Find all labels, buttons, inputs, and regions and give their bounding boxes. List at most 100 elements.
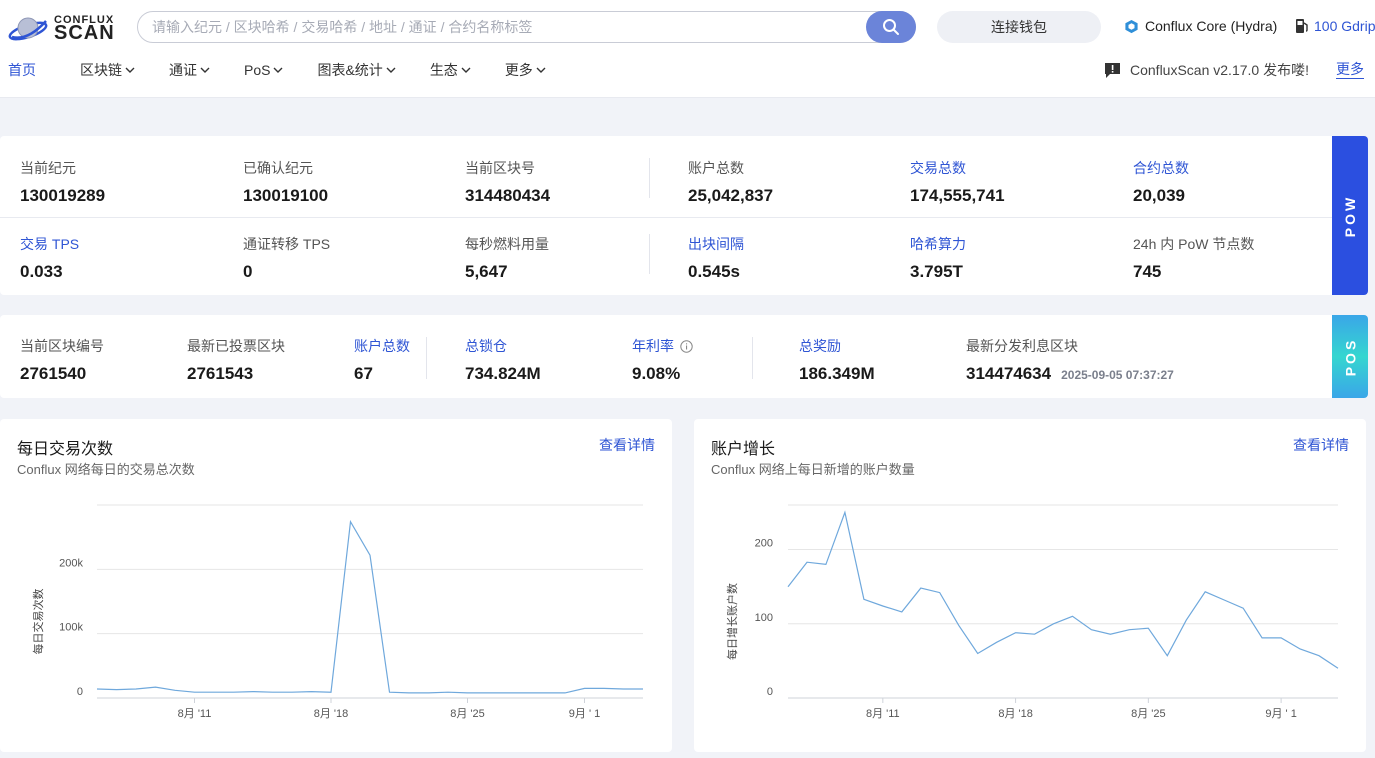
stat-hashrate[interactable]: 哈希算力 3.795T [910,234,966,282]
x-tick-label: 8月 '18 [998,708,1033,720]
account-growth-chart: 0 100 200 8月 '11 8月 '18 8月 '25 9月 ' 1 每日增长账户数 [725,504,1339,720]
stat-label-link[interactable]: 交易总数 [910,160,966,176]
stat-label: 每秒燃料用量 [465,236,549,252]
stat-pos-apy[interactable]: 年利率 9.08% [632,336,693,384]
nav-tokens-label: 通证 [169,62,197,78]
stat-pos-total-locked[interactable]: 总锁仓 734.824M [465,336,541,384]
stat-pos-latest-interest-block: 最新分发利息区块 314474634 2025-09-05 07:37:27 [966,336,1174,384]
search-button[interactable] [866,11,916,43]
stat-confirmed-epoch: 已确认纪元 130019100 [243,158,328,206]
stat-label-link[interactable]: 交易 TPS [20,236,80,252]
divider [426,337,427,379]
x-tick-label: 8月 '11 [178,708,212,720]
nav-blockchain-label: 区块链 [80,62,122,78]
network-label: Conflux Core (Hydra) [1145,18,1278,34]
pow-stats-panel: 当前纪元 130019289 已确认纪元 130019100 当前区块号 314… [0,136,1368,295]
stat-value: 2761543 [187,364,254,383]
nav-tokens[interactable]: 通证 [169,60,210,80]
message-icon [1105,62,1120,78]
stat-value: 314480434 [465,186,551,205]
gas-pump-icon [1296,19,1308,33]
notice-text: ConfluxScan v2.17.0 发布喽! [1130,62,1309,78]
apy-label: 年利率 [632,338,674,354]
pow-tab[interactable]: POW [1332,136,1368,295]
nav-pos[interactable]: PoS [244,62,283,78]
stat-value: 130019289 [20,186,106,205]
interest-block-number[interactable]: 314474634 [966,364,1052,383]
network-selector[interactable]: Conflux Core (Hydra) [1124,18,1277,34]
info-icon[interactable] [680,339,693,353]
stat-value: 745 [1133,262,1162,281]
stat-label: 当前区块编号 [20,338,104,354]
x-tick-label: 8月 '11 [866,708,900,720]
stat-label: 24h 内 PoW 节点数 [1133,236,1255,252]
pos-stats-panel: 当前区块编号 2761540 最新已投票区块 2761543 账户总数 67 总… [0,315,1368,398]
stat-label: 最新已投票区块 [187,338,285,354]
stat-label: 通证转移 TPS [243,236,331,252]
chevron-down-icon [386,67,396,73]
divider [649,234,650,274]
nav-ecosystem[interactable]: 生态 [430,60,471,80]
y-axis-title: 每日增长账户数 [725,583,739,660]
stat-value: 9.08% [632,364,681,383]
gas-price[interactable]: 100 Gdrip [1295,18,1375,34]
stat-value: 174,555,741 [910,186,1005,205]
stat-value: 67 [354,364,373,383]
y-tick-label: 0 [77,686,83,698]
nav-more[interactable]: 更多 [505,60,546,80]
stat-value: 314474634 2025-09-05 07:37:27 [966,364,1174,384]
search-box [137,11,916,43]
stat-label-link[interactable]: 总奖励 [799,338,841,354]
chevron-down-icon [461,67,471,73]
series-line [96,519,643,694]
network-hexagon-icon [1125,19,1138,33]
stat-value: 0.033 [20,262,63,281]
stat-label-link[interactable]: 合约总数 [1133,160,1189,176]
stat-label-link[interactable]: 账户总数 [354,338,410,354]
stat-token-tps: 通证转移 TPS 0 [243,234,330,282]
nav-blockchain[interactable]: 区块链 [80,60,135,80]
x-tick-label: 9月 ' 1 [569,708,600,720]
stat-label-link[interactable]: 出块间隔 [688,236,744,252]
account-growth-card: 0 100 200 8月 '11 8月 '18 8月 '25 9月 ' 1 每日增长账户数 账… [694,419,1366,752]
y-tick-label: 100 [755,612,773,624]
divider [0,217,1332,218]
gas-label: 100 Gdrip [1314,18,1375,34]
nav-charts-label: 图表&统计 [317,62,383,78]
divider [752,337,753,379]
search-input[interactable] [152,17,852,37]
stat-total-transactions[interactable]: 交易总数 174,555,741 [910,158,1005,206]
stat-label-link[interactable]: 总锁仓 [465,338,507,354]
notice-more-link[interactable]: 更多 [1336,61,1364,79]
y-tick-label: 0 [767,686,773,698]
pos-tab[interactable]: POS [1332,315,1368,398]
stat-value: 3.795T [910,262,963,281]
stat-block-interval[interactable]: 出块间隔 0.545s [688,234,744,282]
stat-gas-per-second: 每秒燃料用量 5,647 [465,234,549,282]
view-details-link[interactable]: 查看详情 [1293,437,1349,453]
view-details-link[interactable]: 查看详情 [599,437,655,453]
stat-value: 0.545s [688,262,740,281]
daily-transactions-card: 0 100k 200k 8月 '11 8月 '18 8月 '25 9月 ' 1 每日交易次数 … [0,419,672,752]
x-tick-label: 8月 '18 [314,708,349,720]
pos-tab-label: POS [1342,337,1359,376]
stat-label-link[interactable]: 哈希算力 [910,236,966,252]
stat-tx-tps[interactable]: 交易 TPS 0.033 [20,234,79,282]
connect-wallet-button[interactable]: 连接钱包 [937,11,1101,43]
stat-value: 734.824M [465,364,541,383]
release-notice[interactable]: ConfluxScan v2.17.0 发布喽! [1104,60,1309,80]
stat-label-link[interactable]: 年利率 [632,336,693,356]
stat-pos-total-rewards[interactable]: 总奖励 186.349M [799,336,875,384]
stat-total-accounts: 账户总数 25,042,837 [688,158,773,206]
chevron-down-icon [536,67,546,73]
stat-total-contracts[interactable]: 合约总数 20,039 [1133,158,1189,206]
logo-text-top: CONFLUX [54,14,115,26]
nav-home[interactable]: 首页 [8,60,36,80]
chevron-down-icon [200,67,210,73]
confluxscan-logo[interactable]: CONFLUX SCAN [8,11,118,43]
stat-label: 已确认纪元 [243,160,313,176]
x-tick-label: 8月 '25 [1131,708,1166,720]
nav-charts[interactable]: 图表&统计 [317,60,396,80]
series-line [787,510,1339,669]
stat-pos-accounts[interactable]: 账户总数 67 [354,336,410,384]
